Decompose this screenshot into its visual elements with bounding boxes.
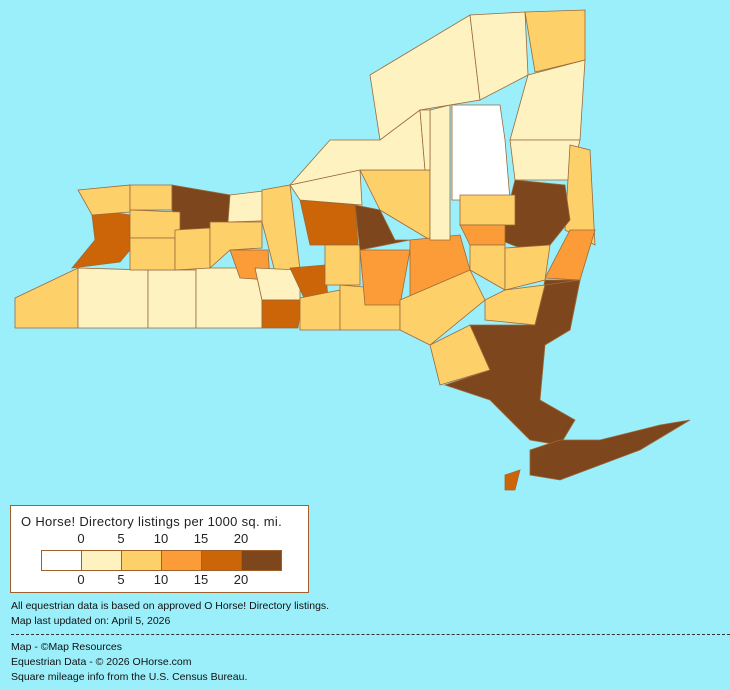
- county-region[interactable]: [484, 284, 546, 326]
- county-region[interactable]: [129, 184, 173, 211]
- legend-swatch: [162, 551, 202, 570]
- new-york-county-map: [14, 9, 691, 491]
- county-region[interactable]: [451, 104, 511, 201]
- county-region[interactable]: [174, 227, 211, 271]
- county-region[interactable]: [459, 224, 506, 246]
- legend-tick: 20: [233, 572, 249, 587]
- county-region[interactable]: [429, 104, 451, 241]
- county-region[interactable]: [209, 221, 263, 269]
- county-region[interactable]: [129, 237, 176, 271]
- divider: [11, 634, 730, 635]
- data-source-note: All equestrian data is based on approved…: [11, 600, 330, 612]
- map-credit: Map - ©Map Resources: [11, 641, 123, 653]
- legend-color-bar: [41, 550, 282, 571]
- county-region[interactable]: [77, 184, 131, 216]
- county-region[interactable]: [261, 299, 303, 329]
- county-region[interactable]: [369, 14, 481, 141]
- legend-tick: 10: [153, 572, 169, 587]
- county-region[interactable]: [419, 109, 431, 171]
- data-credit: Equestrian Data - © 2026 OHorse.com: [11, 656, 192, 668]
- county-region[interactable]: [354, 204, 411, 251]
- legend-swatch: [122, 551, 162, 570]
- legend-swatch: [202, 551, 242, 570]
- county-region[interactable]: [399, 269, 486, 346]
- county-region[interactable]: [14, 267, 79, 329]
- legend-tick: 0: [77, 572, 85, 587]
- county-region[interactable]: [71, 211, 131, 269]
- legend-swatch: [82, 551, 122, 570]
- legend-tick: 5: [117, 531, 125, 546]
- county-region[interactable]: [324, 244, 361, 286]
- county-region[interactable]: [459, 194, 516, 226]
- legend-tick: 20: [233, 531, 249, 546]
- county-region[interactable]: [147, 269, 197, 329]
- county-region[interactable]: [529, 419, 691, 481]
- legend-title: O Horse! Directory listings per 1000 sq.…: [21, 514, 283, 529]
- legend: O Horse! Directory listings per 1000 sq.…: [10, 505, 309, 593]
- county-region[interactable]: [77, 267, 149, 329]
- county-region[interactable]: [443, 279, 581, 446]
- county-region[interactable]: [129, 209, 181, 239]
- legend-tick: 5: [117, 572, 125, 587]
- county-region[interactable]: [504, 244, 551, 291]
- legend-tick: 15: [193, 531, 209, 546]
- legend-swatch: [242, 551, 281, 570]
- legend-swatch: [42, 551, 82, 570]
- last-updated-note: Map last updated on: April 5, 2026: [11, 615, 171, 627]
- legend-tick: 15: [193, 572, 209, 587]
- county-region[interactable]: [469, 11, 529, 101]
- census-credit: Square mileage info from the U.S. Census…: [11, 671, 248, 683]
- county-region[interactable]: [504, 469, 521, 491]
- county-region[interactable]: [359, 249, 411, 306]
- legend-tick: 0: [77, 531, 85, 546]
- legend-tick: 10: [153, 531, 169, 546]
- county-region[interactable]: [299, 199, 359, 246]
